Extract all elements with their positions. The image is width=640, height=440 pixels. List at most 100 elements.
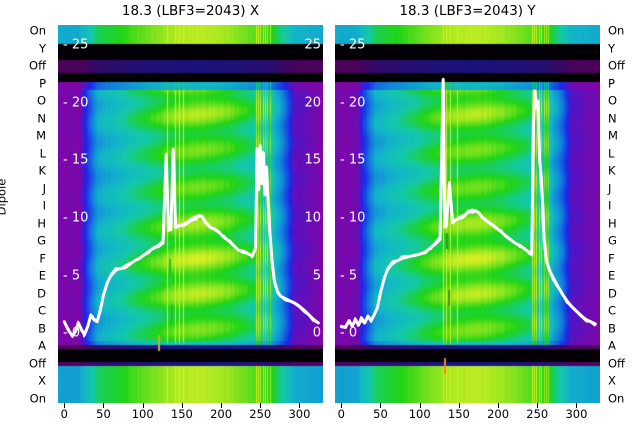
x-axis-right: 0 50 100 150 200 250 300 bbox=[335, 403, 600, 433]
x-tick-mark-left-300 bbox=[299, 403, 301, 408]
heatmap-panel-right[interactable]: - 25 - 20 - 15 - 10 - 5 - 0 bbox=[335, 25, 600, 403]
category-tick-i-10: I bbox=[42, 198, 46, 213]
x-tick-mark-right-100 bbox=[419, 403, 421, 408]
inner-tick-label-left-left-25: - 25 bbox=[63, 37, 89, 53]
x-tick-mark-left-0 bbox=[64, 403, 66, 408]
category-tick-c-16: C bbox=[37, 303, 46, 318]
inner-tick-label-left-right-5: 5 bbox=[312, 268, 321, 284]
x-tick-mark-left-150 bbox=[181, 403, 183, 408]
category-tick-h-11: H bbox=[608, 216, 617, 230]
category-tick-m-6: M bbox=[36, 128, 46, 143]
category-tick-g-12: G bbox=[608, 233, 617, 248]
inner-tick-label-right-left-25: - 25 bbox=[340, 37, 366, 53]
category-axis-left: On Y Off P O N M L K J I H G F E D C B A Off X On bbox=[0, 23, 52, 406]
category-axis-right: On Y Off P O N M L K J I H G F E D C B A Off X On bbox=[604, 23, 640, 406]
category-tick-x-20: X bbox=[608, 373, 616, 388]
x-tick-mark-left-250 bbox=[260, 403, 262, 408]
x-tick-label-right-0: 0 bbox=[337, 407, 345, 421]
category-tick-c-16: C bbox=[608, 303, 617, 318]
x-tick-label-right-150: 150 bbox=[447, 407, 470, 421]
x-tick-mark-right-250 bbox=[537, 403, 539, 408]
x-tick-mark-right-150 bbox=[458, 403, 460, 408]
category-tick-o-4: O bbox=[608, 93, 618, 108]
inner-tick-label-left-right-20: 20 bbox=[304, 95, 321, 111]
inner-tick-label-left-left-10: - 10 bbox=[63, 210, 89, 226]
category-tick-on-21: On bbox=[608, 391, 625, 406]
x-tick-mark-right-300 bbox=[576, 403, 578, 408]
category-tick-g-12: G bbox=[37, 233, 46, 248]
category-tick-o-4: O bbox=[36, 93, 46, 108]
inner-tick-label-left-right-0: 0 bbox=[312, 325, 321, 341]
trace-path bbox=[63, 143, 320, 339]
category-tick-d-15: D bbox=[608, 286, 617, 301]
x-tick-label-left-250: 250 bbox=[249, 407, 272, 421]
x-tick-label-left-100: 100 bbox=[131, 407, 154, 421]
x-tick-mark-left-200 bbox=[221, 403, 223, 408]
category-tick-e-14: E bbox=[608, 268, 616, 283]
x-tick-mark-right-0 bbox=[341, 403, 343, 408]
x-axis-left: 0 50 100 150 200 250 300 bbox=[58, 403, 323, 433]
category-tick-f-13: F bbox=[39, 251, 46, 266]
category-tick-f-13: F bbox=[608, 251, 615, 266]
inner-tick-label-left-right-25: 25 bbox=[304, 37, 321, 53]
category-tick-p-3: P bbox=[608, 75, 615, 90]
x-tick-label-right-200: 200 bbox=[487, 407, 510, 421]
category-tick-n-5: N bbox=[37, 110, 46, 125]
heatmap-field-left bbox=[58, 25, 323, 403]
inner-tick-label-left-left-15: - 15 bbox=[63, 152, 89, 168]
category-tick-m-6: M bbox=[608, 128, 618, 143]
x-tick-label-right-50: 50 bbox=[373, 407, 388, 421]
category-tick-on-21: On bbox=[29, 391, 46, 406]
category-tick-e-14: E bbox=[38, 268, 46, 283]
x-tick-mark-right-50 bbox=[380, 403, 382, 408]
x-tick-label-left-50: 50 bbox=[96, 407, 111, 421]
category-tick-n-5: N bbox=[608, 110, 617, 125]
category-tick-a-18: A bbox=[608, 338, 616, 353]
inner-tick-label-left-left-5: - 5 bbox=[63, 268, 81, 284]
inner-tick-label-right-left-15: - 15 bbox=[340, 152, 366, 168]
inner-tick-label-left-left-20: - 20 bbox=[63, 95, 89, 111]
category-tick-y-1: Y bbox=[608, 40, 616, 55]
overlay-trace-left bbox=[62, 143, 320, 339]
trace-path bbox=[340, 77, 596, 328]
category-tick-i-10: I bbox=[608, 198, 612, 213]
trace-path bbox=[62, 144, 320, 338]
inner-tick-label-left-right-15: 15 bbox=[304, 152, 321, 168]
category-tick-off-2: Off bbox=[29, 58, 46, 73]
heatmap-panel-left[interactable]: - 25 25 - 20 20 - 15 15 - 10 10 - 5 5 - 0 0 bbox=[58, 25, 323, 403]
x-tick-label-right-100: 100 bbox=[408, 407, 431, 421]
x-tick-mark-left-100 bbox=[142, 403, 144, 408]
trace-path bbox=[63, 146, 319, 336]
category-tick-a-18: A bbox=[38, 338, 46, 353]
category-tick-l-7: L bbox=[39, 145, 46, 160]
category-tick-on-0: On bbox=[29, 23, 46, 38]
inner-tick-label-right-left-20: - 20 bbox=[340, 95, 366, 111]
trace-path bbox=[340, 79, 597, 328]
category-tick-k-8: K bbox=[38, 163, 46, 178]
x-tick-mark-right-200 bbox=[498, 403, 500, 408]
category-tick-off-2: Off bbox=[608, 58, 625, 73]
y-axis-label: Dipole bbox=[0, 178, 9, 216]
x-tick-label-left-150: 150 bbox=[170, 407, 193, 421]
inner-tick-label-left-left-0: - 0 bbox=[63, 325, 81, 341]
category-tick-off-19: Off bbox=[608, 356, 625, 371]
x-tick-label-left-0: 0 bbox=[60, 407, 68, 421]
trace-path bbox=[63, 145, 319, 337]
category-tick-x-20: X bbox=[38, 373, 46, 388]
panel-title-right: 18.3 (LBF3=2043) Y bbox=[399, 3, 536, 19]
trace-path bbox=[339, 77, 597, 329]
category-tick-d-15: D bbox=[37, 286, 46, 301]
category-tick-b-17: B bbox=[38, 321, 46, 336]
category-tick-y-1: Y bbox=[38, 40, 46, 55]
category-tick-on-0: On bbox=[608, 23, 625, 38]
x-tick-label-left-200: 200 bbox=[210, 407, 233, 421]
category-tick-j-9: J bbox=[42, 180, 46, 195]
inner-tick-label-right-left-0: - 0 bbox=[340, 325, 358, 341]
category-tick-off-19: Off bbox=[29, 356, 46, 371]
x-tick-mark-left-50 bbox=[103, 403, 105, 408]
overlay-trace-right bbox=[339, 77, 597, 329]
category-tick-l-7: L bbox=[608, 145, 615, 160]
x-tick-label-right-300: 300 bbox=[565, 407, 588, 421]
inner-tick-label-right-left-10: - 10 bbox=[340, 210, 366, 226]
